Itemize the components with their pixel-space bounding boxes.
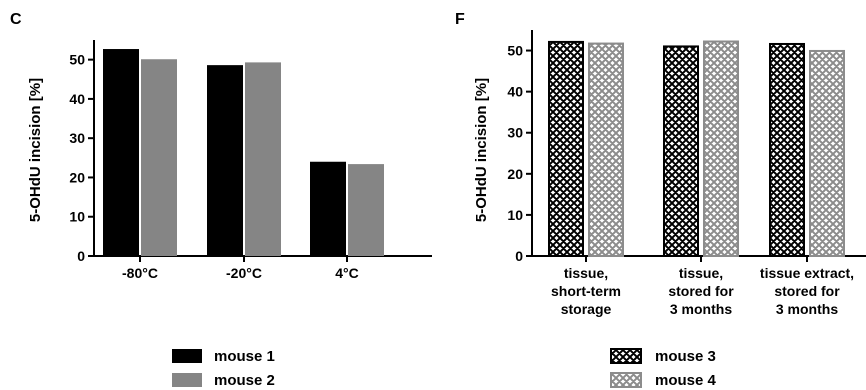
panel-f-y-axis-title: 5-OHdU incision [%] [473,78,490,222]
x-tick-label: stored for [774,283,840,299]
bar-mouse-2-1 [245,62,281,257]
legend-swatch-mouse-1 [172,349,202,363]
x-tick-label: -20°C [226,265,262,281]
y-tick-label: 20 [507,166,523,182]
bar-mouse-4-2 [809,49,845,258]
y-tick-label: 0 [77,248,85,264]
legend-swatch-mouse-3 [610,348,642,364]
x-tick-label: storage [561,301,612,317]
panel-c-letter: C [10,11,22,28]
panel-f-bars [548,40,845,258]
x-tick-label: 3 months [670,301,732,317]
x-tick-label: 3 months [776,301,838,317]
panel-c-x-tick-labels: -80°C -20°C 4°C [122,265,359,281]
bar-mouse-3-2 [769,42,805,258]
legend-swatch-mouse-4 [610,372,642,388]
panel-f-letter: F [455,11,465,28]
y-tick-label: 10 [507,207,523,223]
x-tick-label: short-term [551,283,621,299]
bar-mouse-1-1 [207,65,243,256]
y-tick-label: 0 [515,248,523,264]
panel-c-bars [103,49,384,257]
panel-f: F 5-OHdU incision [%] 0 10 20 30 40 50 tissue… [455,11,866,317]
y-tick-label: 50 [507,43,523,59]
bar-mouse-2-2 [348,164,384,256]
bar-mouse-3-1 [663,45,699,257]
bar-mouse-4-1 [703,40,739,258]
x-tick-label: 4°C [335,265,359,281]
legend-label-mouse-1: mouse 1 [214,348,275,365]
x-tick-label: tissue, [564,265,608,281]
x-tick-label: tissue extract, [760,265,854,281]
bar-mouse-2-0 [141,59,177,256]
panel-c-y-axis-title: 5-OHdU incision [%] [27,78,44,222]
y-tick-label: 30 [69,130,85,146]
y-tick-label: 40 [507,84,523,100]
y-tick-label: 40 [69,91,85,107]
y-tick-label: 20 [69,169,85,185]
x-tick-label: -80°C [122,265,158,281]
panel-f-legend: mouse 3 mouse 4 [610,348,717,389]
y-tick-label: 10 [69,209,85,225]
x-tick-label: tissue, [679,265,723,281]
bar-mouse-4-0 [588,42,624,258]
bar-mouse-3-0 [548,40,584,257]
legend-label-mouse-3: mouse 3 [655,348,716,365]
x-tick-label: stored for [668,283,734,299]
panel-f-x-tick-labels: tissue, short-term storage tissue, stored fo… [551,265,854,317]
bar-mouse-1-0 [103,49,139,256]
y-tick-label: 50 [69,52,85,68]
legend-swatch-mouse-2 [172,373,202,387]
bar-mouse-1-2 [310,161,346,256]
legend-label-mouse-2: mouse 2 [214,372,275,389]
y-tick-label: 30 [507,125,523,141]
legend-label-mouse-4: mouse 4 [655,372,717,389]
panel-c-legend: mouse 1 mouse 2 [172,348,275,389]
